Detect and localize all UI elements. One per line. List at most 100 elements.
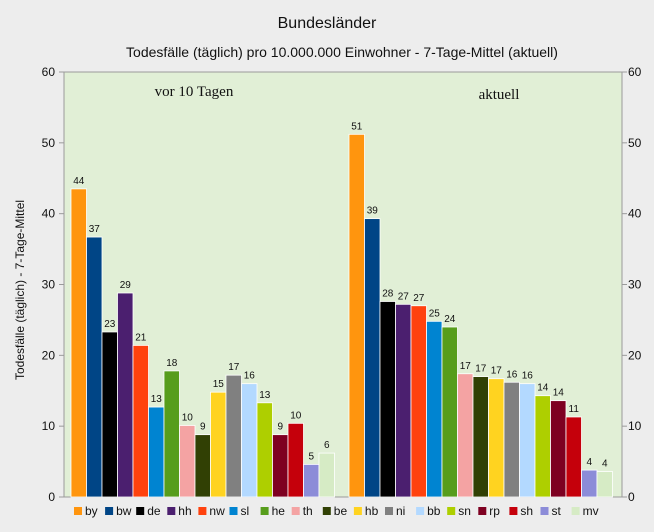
y-tick-label-right: 30	[628, 278, 642, 292]
bar-vor-10-tagen-sl	[148, 406, 165, 498]
bar-aktuell-hb	[488, 378, 505, 498]
legend-swatch-sn	[447, 507, 456, 515]
bar-aktuell-be	[472, 376, 489, 498]
data-label: 27	[413, 293, 425, 304]
y-tick-label-left: 0	[48, 490, 55, 504]
y-tick-label-right: 10	[628, 419, 642, 433]
bar-vor-10-tagen-rp	[272, 434, 289, 498]
y-tick-label-right: 20	[628, 348, 642, 362]
data-label: 11	[569, 404, 580, 415]
legend-swatch-be	[322, 507, 331, 515]
legend-label-mv: mv	[583, 504, 599, 518]
y-tick-label-right: 60	[628, 65, 642, 79]
legend-label-bw: bw	[116, 504, 132, 518]
data-label: 37	[89, 224, 101, 235]
legend-swatch-sl	[229, 507, 238, 515]
chart-subtitle: Todesfälle (täglich) pro 10.000.000 Einw…	[126, 44, 558, 60]
y-tick-label-left: 10	[42, 419, 56, 433]
legend-swatch-ni	[385, 507, 393, 515]
annotation-vor-10-tagen: vor 10 Tagen	[155, 84, 234, 100]
bar-vor-10-tagen-sn	[256, 402, 273, 498]
data-label: 17	[460, 361, 472, 372]
legend-swatch-hh	[167, 507, 176, 515]
bar-vor-10-tagen-th	[179, 425, 196, 498]
legend-swatch-bb	[416, 507, 425, 515]
bar-aktuell-sh	[565, 416, 582, 498]
bar-vor-10-tagen-hb	[210, 391, 227, 498]
bar-vor-10-tagen-nw	[132, 345, 149, 498]
data-label: 21	[135, 332, 147, 343]
legend-label-de: de	[147, 504, 161, 518]
bar-aktuell-ni	[503, 381, 520, 498]
legend-label-hb: hb	[365, 504, 379, 518]
data-label: 4	[586, 457, 592, 468]
data-label: 13	[151, 394, 163, 405]
annotation-aktuell: aktuell	[479, 87, 520, 103]
bar-vor-10-tagen-de	[101, 331, 118, 498]
bar-aktuell-de	[379, 301, 396, 498]
bar-aktuell-st	[581, 469, 598, 498]
data-label: 14	[537, 383, 549, 394]
data-label: 25	[429, 308, 441, 319]
bar-aktuell-hh	[395, 303, 412, 498]
bar-vor-10-tagen-be	[194, 434, 211, 498]
legend-label-be: be	[334, 504, 348, 518]
legend-label-he: he	[272, 504, 286, 518]
legend-label-sl: sl	[241, 504, 250, 518]
data-label: 16	[244, 371, 256, 382]
y-axis-right: 0 10 20 30 40 50 60	[622, 65, 642, 504]
legend-swatch-he	[260, 507, 269, 515]
data-label: 5	[308, 451, 314, 462]
legend-swatch-by	[74, 507, 82, 515]
bar-aktuell-by	[348, 133, 365, 498]
bar-aktuell-mv	[596, 471, 613, 498]
legend-swatch-de	[136, 507, 145, 515]
bar-vor-10-tagen-he	[163, 370, 180, 498]
bar-aktuell-bb	[519, 383, 536, 498]
data-label: 39	[367, 206, 379, 217]
bar-vor-10-tagen-st	[303, 464, 320, 498]
legend-label-ni: ni	[396, 504, 405, 518]
legend-swatch-mv	[571, 507, 580, 515]
legend: by bw de hh nw sl he th be hb ni bb sn rp sh st mv	[74, 504, 599, 518]
legend-label-hh: hh	[178, 504, 191, 518]
legend-swatch-rp	[478, 507, 487, 515]
y-tick-label-left: 30	[42, 278, 56, 292]
legend-swatch-st	[540, 507, 549, 515]
legend-label-sh: sh	[520, 504, 533, 518]
data-label: 44	[73, 176, 85, 187]
bar-aktuell-th	[457, 373, 474, 498]
bar-aktuell-rp	[550, 400, 567, 498]
bar-aktuell-bw	[364, 218, 381, 498]
y-tick-label-right: 0	[628, 490, 635, 504]
data-label: 4	[602, 459, 608, 470]
data-label: 17	[228, 362, 240, 373]
legend-label-by: by	[85, 504, 98, 518]
y-tick-label-left: 60	[42, 65, 56, 79]
legend-swatch-th	[291, 507, 300, 515]
bar-vor-10-tagen-bw	[86, 236, 103, 498]
y-tick-label-right: 40	[628, 207, 642, 221]
y-tick-label-left: 20	[42, 348, 56, 362]
legend-label-nw: nw	[209, 504, 225, 518]
data-label: 23	[104, 319, 116, 330]
data-label: 17	[491, 366, 503, 377]
bar-vor-10-tagen-ni	[225, 374, 242, 498]
bar-aktuell-he	[441, 326, 458, 498]
data-label: 28	[382, 289, 394, 300]
y-tick-label-right: 50	[628, 136, 642, 150]
legend-swatch-nw	[198, 507, 207, 515]
y-tick-label-left: 40	[42, 207, 56, 221]
bar-vor-10-tagen-hh	[117, 292, 134, 498]
data-label: 18	[166, 358, 178, 369]
data-label: 10	[290, 410, 302, 421]
bar-vor-10-tagen-mv	[318, 452, 335, 498]
data-label: 15	[213, 379, 225, 390]
legend-swatch-hb	[353, 507, 362, 515]
data-label: 14	[553, 388, 565, 399]
data-label: 9	[200, 422, 206, 433]
bar-vor-10-tagen-by	[70, 188, 87, 498]
data-label: 9	[277, 422, 283, 433]
bar-vor-10-tagen-sh	[287, 422, 304, 498]
legend-swatch-bw	[105, 507, 114, 515]
